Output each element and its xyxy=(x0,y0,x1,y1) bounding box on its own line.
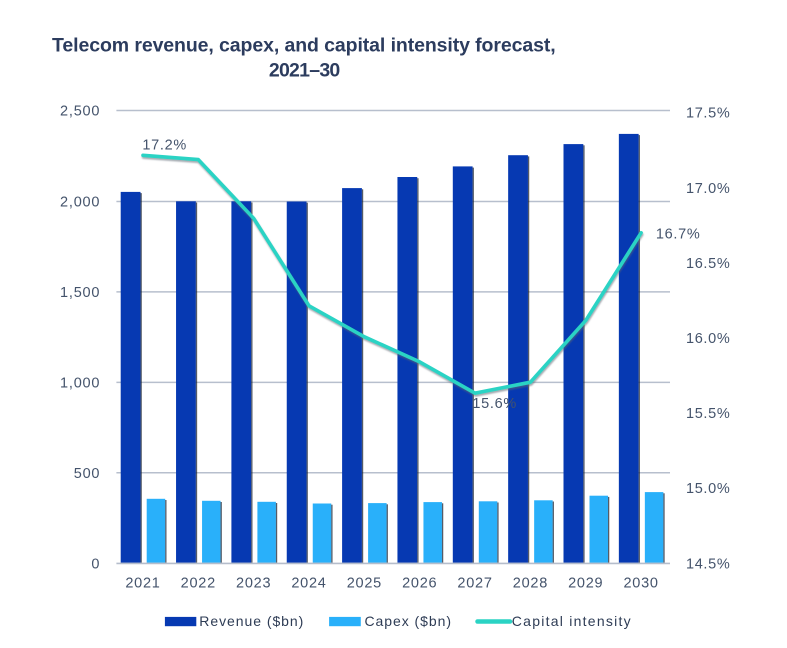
svg-text:2028: 2028 xyxy=(513,576,548,592)
svg-text:2021–30: 2021–30 xyxy=(269,60,341,82)
svg-text:0: 0 xyxy=(91,556,100,572)
svg-text:15.5%: 15.5% xyxy=(686,406,730,422)
svg-text:15.6%: 15.6% xyxy=(472,396,517,412)
svg-text:2029: 2029 xyxy=(568,576,603,592)
svg-text:2021: 2021 xyxy=(125,576,160,592)
svg-text:2026: 2026 xyxy=(402,576,437,592)
svg-text:2030: 2030 xyxy=(623,576,658,592)
svg-text:Telecom revenue, capex, and ca: Telecom revenue, capex, and capital inte… xyxy=(52,34,556,56)
svg-text:15.0%: 15.0% xyxy=(686,481,730,497)
svg-text:2,500: 2,500 xyxy=(60,104,100,120)
svg-text:17.5%: 17.5% xyxy=(686,106,730,122)
svg-text:1,000: 1,000 xyxy=(60,375,100,391)
svg-text:2023: 2023 xyxy=(236,576,271,592)
svg-text:17.0%: 17.0% xyxy=(686,181,730,197)
svg-text:Capital intensity: Capital intensity xyxy=(512,613,632,629)
svg-text:2027: 2027 xyxy=(457,576,492,592)
svg-text:2024: 2024 xyxy=(291,576,326,592)
svg-text:500: 500 xyxy=(74,466,101,482)
svg-text:1,500: 1,500 xyxy=(60,285,100,301)
svg-text:2022: 2022 xyxy=(181,576,216,592)
svg-text:16.5%: 16.5% xyxy=(686,256,730,272)
svg-text:14.5%: 14.5% xyxy=(686,556,730,572)
svg-text:17.2%: 17.2% xyxy=(142,138,187,154)
svg-text:16.7%: 16.7% xyxy=(656,227,701,243)
svg-text:2025: 2025 xyxy=(347,576,382,592)
svg-text:16.0%: 16.0% xyxy=(686,331,730,347)
svg-text:Revenue ($bn): Revenue ($bn) xyxy=(199,613,304,629)
svg-text:Capex ($bn): Capex ($bn) xyxy=(365,613,453,629)
svg-text:2,000: 2,000 xyxy=(60,194,100,210)
